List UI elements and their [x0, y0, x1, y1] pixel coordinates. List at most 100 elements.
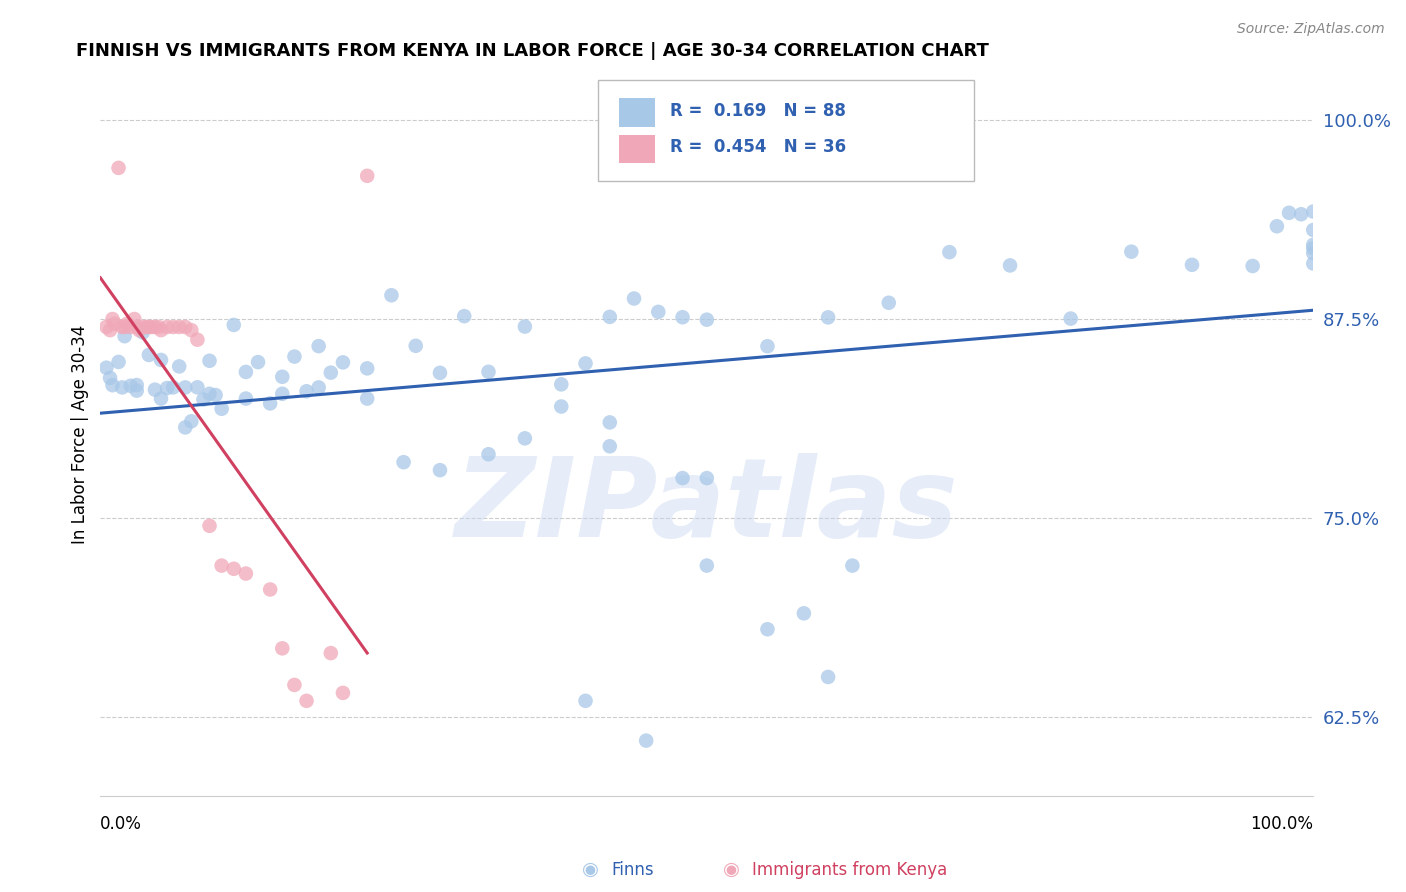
- Point: [1265, 219, 1288, 234]
- Point: [1278, 206, 1301, 220]
- Point: [222, 562, 245, 576]
- Point: [671, 310, 693, 325]
- Point: [193, 392, 215, 407]
- Point: [308, 339, 330, 353]
- Point: [186, 333, 208, 347]
- Point: [356, 169, 378, 183]
- Point: [143, 383, 166, 397]
- Point: [1302, 204, 1324, 219]
- Point: [222, 318, 245, 332]
- Point: [204, 388, 226, 402]
- Point: [1302, 223, 1324, 237]
- Point: [938, 245, 960, 260]
- Point: [574, 694, 596, 708]
- Point: [1302, 241, 1324, 255]
- Point: [308, 380, 330, 394]
- Point: [429, 463, 451, 477]
- Point: [283, 678, 305, 692]
- Point: [198, 518, 221, 533]
- Point: [841, 558, 863, 573]
- Point: [156, 320, 179, 334]
- Point: [283, 350, 305, 364]
- Point: [1302, 246, 1324, 260]
- Point: [132, 326, 155, 340]
- Point: [817, 310, 839, 325]
- Text: Immigrants from Kenya: Immigrants from Kenya: [752, 861, 948, 879]
- Text: ZIPatlas: ZIPatlas: [456, 453, 959, 560]
- Point: [271, 386, 294, 401]
- Point: [104, 317, 127, 331]
- Point: [259, 582, 281, 597]
- Point: [332, 355, 354, 369]
- Point: [174, 380, 197, 394]
- Point: [143, 320, 166, 334]
- Point: [101, 312, 124, 326]
- Point: [453, 309, 475, 323]
- Text: R =  0.169   N = 88: R = 0.169 N = 88: [671, 102, 846, 120]
- Point: [96, 320, 118, 334]
- Text: ◉: ◉: [582, 860, 599, 880]
- Point: [877, 295, 900, 310]
- Point: [167, 359, 190, 374]
- Point: [332, 686, 354, 700]
- Point: [1302, 237, 1324, 252]
- Point: [135, 320, 157, 334]
- Point: [114, 329, 136, 343]
- Point: [120, 378, 142, 392]
- FancyBboxPatch shape: [598, 79, 974, 181]
- Point: [271, 369, 294, 384]
- Point: [599, 310, 621, 324]
- Point: [156, 381, 179, 395]
- Point: [180, 323, 202, 337]
- Point: [125, 378, 148, 392]
- Point: [96, 360, 118, 375]
- Point: [477, 447, 499, 461]
- Point: [392, 455, 415, 469]
- Point: [180, 414, 202, 428]
- Point: [756, 339, 779, 353]
- Point: [111, 380, 134, 394]
- Point: [235, 566, 257, 581]
- Text: Source: ZipAtlas.com: Source: ZipAtlas.com: [1237, 22, 1385, 37]
- Point: [167, 320, 190, 334]
- Point: [295, 384, 318, 399]
- Point: [186, 380, 208, 394]
- Text: FINNISH VS IMMIGRANTS FROM KENYA IN LABOR FORCE | AGE 30-34 CORRELATION CHART: FINNISH VS IMMIGRANTS FROM KENYA IN LABO…: [76, 42, 988, 60]
- Point: [405, 339, 427, 353]
- Point: [696, 558, 718, 573]
- Point: [671, 471, 693, 485]
- Point: [599, 439, 621, 453]
- Text: ◉: ◉: [723, 860, 740, 880]
- Point: [271, 641, 294, 656]
- Point: [107, 355, 129, 369]
- FancyBboxPatch shape: [620, 135, 655, 163]
- Point: [1181, 258, 1204, 272]
- Point: [150, 323, 173, 337]
- Point: [174, 420, 197, 434]
- Point: [793, 607, 815, 621]
- Point: [356, 392, 378, 406]
- Text: 100.0%: 100.0%: [1250, 815, 1313, 833]
- Point: [1121, 244, 1143, 259]
- Point: [817, 670, 839, 684]
- Point: [513, 431, 536, 445]
- Point: [198, 353, 221, 368]
- Point: [128, 323, 150, 337]
- Point: [574, 356, 596, 370]
- Point: [550, 400, 572, 414]
- Point: [138, 348, 160, 362]
- Point: [235, 392, 257, 406]
- Point: [111, 320, 134, 334]
- Point: [132, 320, 155, 334]
- Point: [114, 320, 136, 334]
- Point: [636, 733, 658, 747]
- Point: [98, 371, 121, 385]
- Point: [429, 366, 451, 380]
- Point: [1289, 207, 1312, 221]
- Point: [115, 317, 138, 331]
- Point: [107, 161, 129, 175]
- Point: [477, 365, 499, 379]
- Point: [98, 323, 121, 337]
- Point: [198, 386, 221, 401]
- Point: [380, 288, 402, 302]
